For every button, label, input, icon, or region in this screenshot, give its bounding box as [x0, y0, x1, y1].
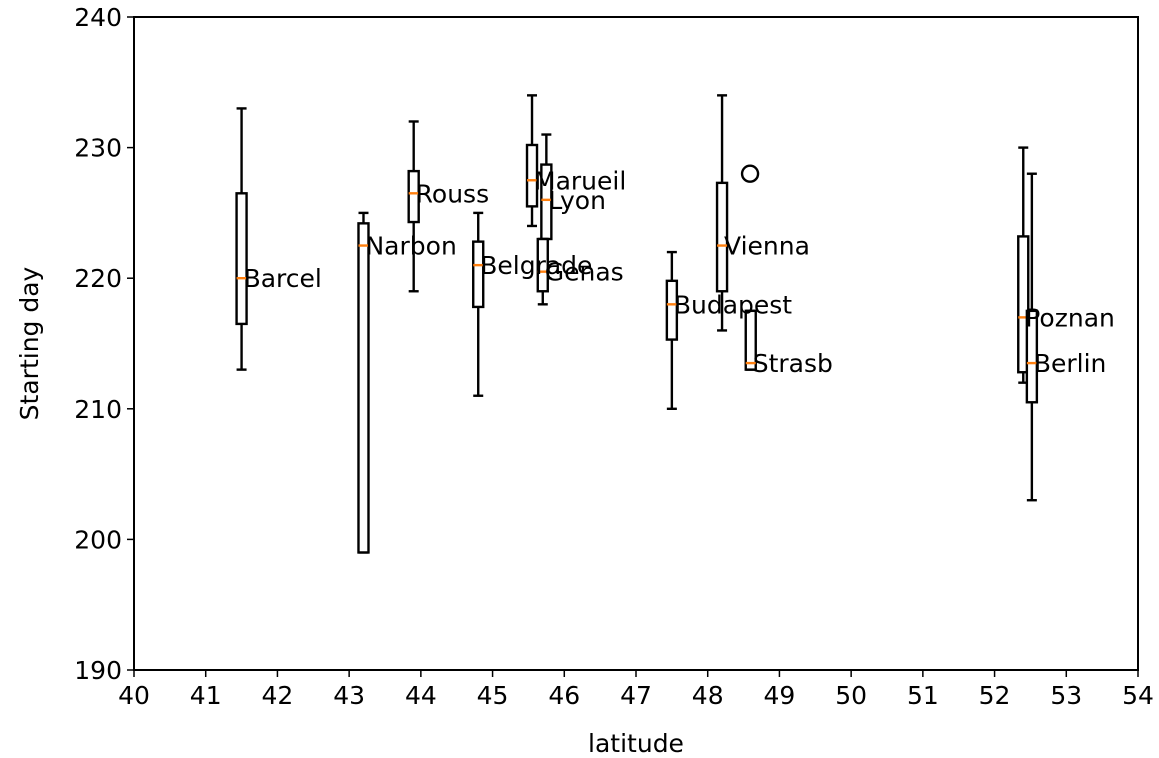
- box-label: Marueil: [534, 166, 626, 195]
- iqr-box: [536, 237, 549, 293]
- box-label: Budapest: [674, 290, 792, 319]
- box-marueil: [525, 94, 539, 228]
- x-tick-label: 54: [1122, 681, 1154, 710]
- x-tick-label: 44: [405, 681, 437, 710]
- x-tick-label: 48: [692, 681, 724, 710]
- box-barcel: [235, 107, 248, 371]
- y-tick-label: 240: [74, 3, 122, 32]
- box-berlin: [1025, 172, 1039, 502]
- box-strasb: [744, 309, 757, 371]
- x-tick-label: 49: [764, 681, 796, 710]
- outlier-point: [740, 164, 760, 183]
- iqr-box: [1017, 235, 1030, 374]
- y-tick-label: 230: [74, 134, 122, 163]
- iqr-box: [525, 143, 539, 208]
- y-axis-label: Starting day: [15, 266, 44, 420]
- box-label: Vienna: [724, 232, 810, 261]
- y-tick-label: 220: [74, 264, 122, 293]
- x-tick-label: 47: [620, 681, 652, 710]
- box-label: Lyon: [548, 186, 606, 215]
- box-label: Rouss: [416, 179, 489, 208]
- box-genas: [536, 237, 549, 306]
- box-narbon: [357, 211, 370, 554]
- x-tick-label: 45: [477, 681, 509, 710]
- x-tick-label: 40: [118, 681, 150, 710]
- x-tick-label: 51: [907, 681, 939, 710]
- iqr-box: [357, 222, 370, 554]
- box-label: Poznan: [1025, 303, 1115, 332]
- plot-frame: [133, 16, 1139, 671]
- box-label: Belgrade: [480, 251, 592, 280]
- iqr-box: [472, 240, 485, 309]
- x-tick-label: 50: [835, 681, 867, 710]
- box-label: Berlin: [1034, 349, 1107, 378]
- y-tick-label: 210: [74, 395, 122, 424]
- x-tick-label: 46: [548, 681, 580, 710]
- iqr-box: [235, 192, 248, 326]
- x-tick-label: 41: [190, 681, 222, 710]
- y-tick-label: 200: [74, 525, 122, 554]
- iqr-box: [407, 169, 420, 224]
- box-label: Genas: [545, 258, 624, 287]
- iqr-box: [665, 279, 679, 341]
- box-label: Barcel: [244, 264, 322, 293]
- iqr-box: [744, 309, 757, 371]
- box-label: Strasb: [753, 349, 833, 378]
- x-axis-ticks: 40 41 42 43 44 45 46 47 48 49 50 51 52 53 54: [118, 670, 1154, 710]
- box-rouss: [407, 120, 420, 293]
- x-tick-label: 52: [979, 681, 1011, 710]
- box-poznan: [1017, 146, 1030, 384]
- x-tick-label: 43: [333, 681, 365, 710]
- x-tick-label: 53: [1050, 681, 1082, 710]
- box-label: Narbon: [365, 232, 456, 261]
- plot-marks: [235, 94, 1039, 554]
- y-axis-ticks: 190 200 210 220 230 240: [74, 3, 134, 685]
- box-budapest: [665, 250, 679, 410]
- x-axis-label: latitude: [588, 729, 684, 758]
- x-tick-label: 42: [262, 681, 294, 710]
- y-tick-label: 190: [74, 656, 122, 685]
- box-belgrade: [472, 211, 485, 397]
- iqr-box: [1025, 309, 1039, 404]
- box-vienna: [715, 94, 760, 332]
- iqr-box: [715, 181, 729, 293]
